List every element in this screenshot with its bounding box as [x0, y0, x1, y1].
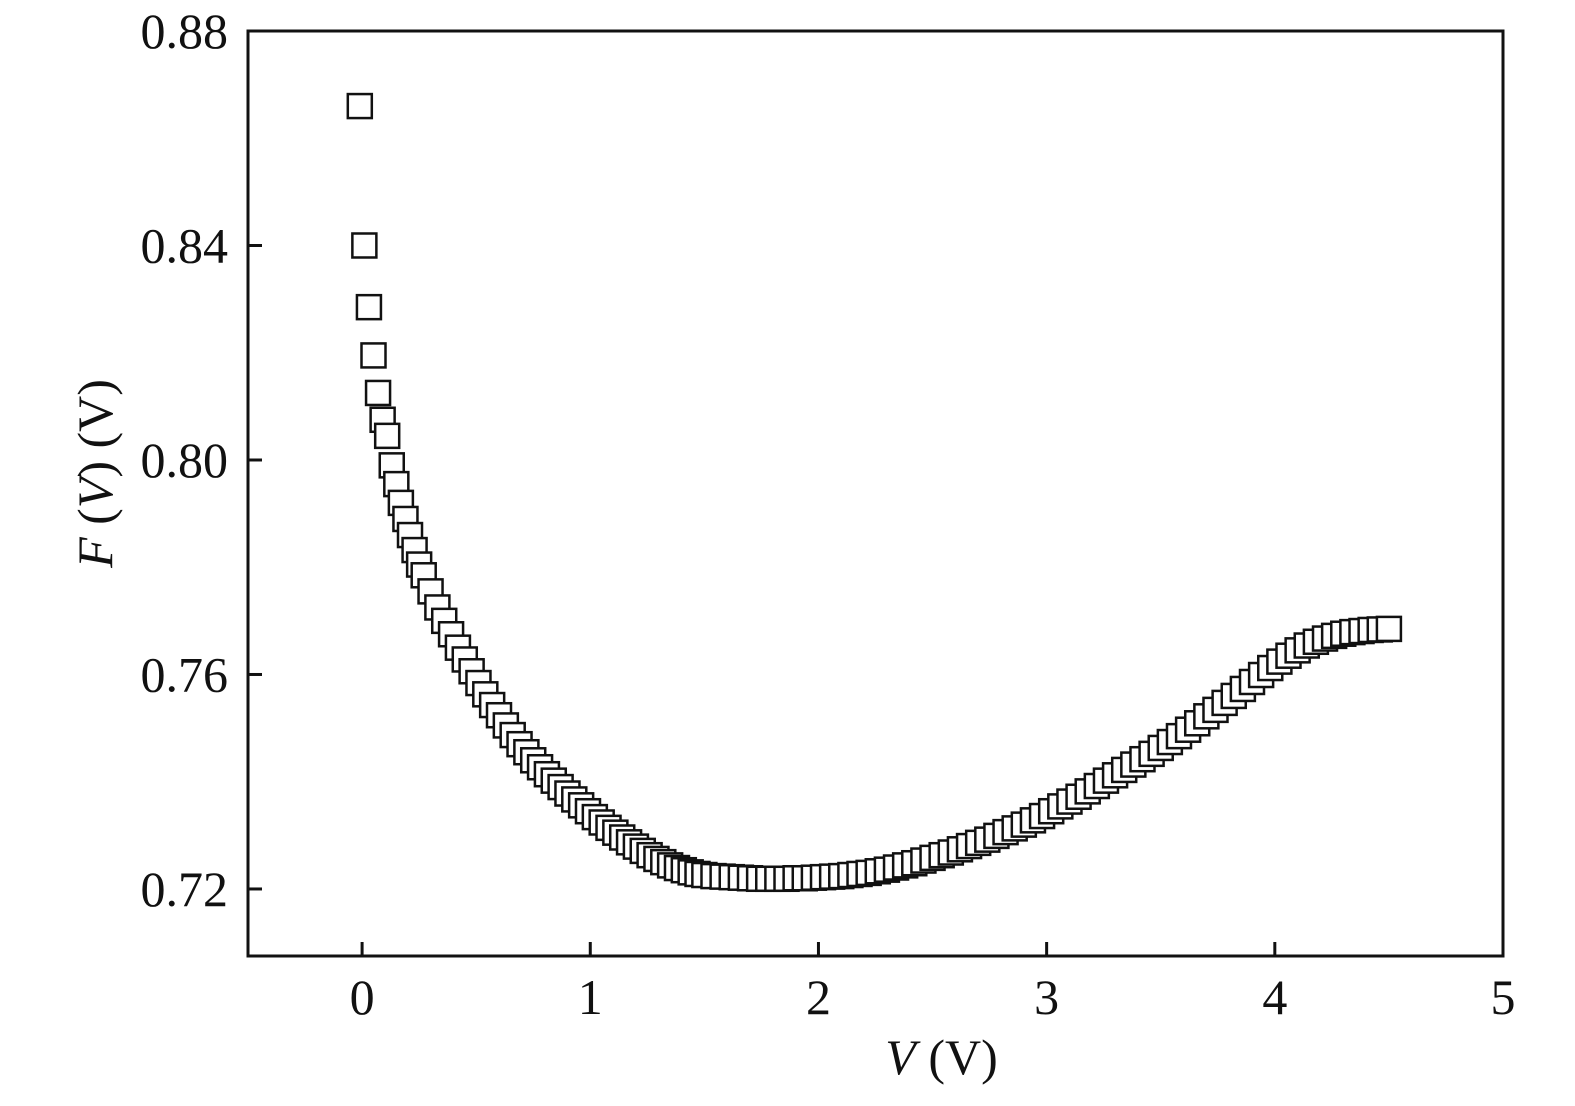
- x-tick-label: 1: [578, 969, 603, 1025]
- x-tick-label: 4: [1262, 969, 1287, 1025]
- data-point: [360, 342, 387, 369]
- x-axis-title-unit: (V): [916, 1029, 998, 1085]
- x-tick-label: 2: [806, 969, 831, 1025]
- y-tick-label: 0.84: [141, 217, 229, 273]
- x-tick-label: 5: [1491, 969, 1516, 1025]
- data-point: [346, 92, 374, 120]
- x-tick-label: 0: [350, 969, 375, 1025]
- y-axis-title-open: (: [67, 508, 123, 537]
- labels-layer: 0 1 2 3 4 5 0.72 0.76 0.80 0.84 0.88: [141, 3, 1516, 1025]
- data-point: [373, 422, 401, 450]
- data-point: [355, 293, 383, 321]
- plot-frame: [246, 29, 1505, 958]
- data-point: [1375, 615, 1403, 643]
- y-tick-label: 0.80: [141, 432, 229, 488]
- points-layer: [346, 92, 1403, 893]
- x-tick-label: 3: [1034, 969, 1059, 1025]
- y-tick-label: 0.88: [141, 3, 229, 59]
- data-point: [351, 232, 378, 259]
- ticks-layer: [248, 29, 1505, 956]
- data-point: [364, 379, 392, 407]
- y-tick-label: 0.72: [141, 861, 229, 917]
- y-axis-title: F (V) (V): [67, 379, 123, 569]
- x-axis-title-var: V: [885, 1029, 921, 1085]
- x-axis-title: V (V): [885, 1029, 997, 1085]
- y-tick-label: 0.76: [141, 646, 229, 702]
- y-axis-title-var2: V: [67, 472, 123, 508]
- y-axis-title-close: ) (V): [67, 379, 123, 478]
- y-axis-title-var1: F: [67, 537, 123, 569]
